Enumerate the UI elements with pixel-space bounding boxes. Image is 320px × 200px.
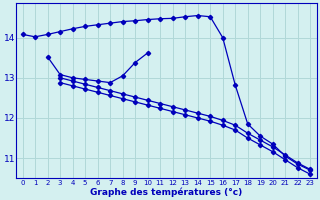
X-axis label: Graphe des températures (°c): Graphe des températures (°c) xyxy=(90,187,243,197)
